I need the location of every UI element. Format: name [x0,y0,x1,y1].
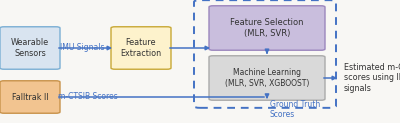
Text: Wearable
Sensors: Wearable Sensors [11,38,49,58]
Text: Falltrak II: Falltrak II [12,92,48,101]
Text: Ground Truth
Scores: Ground Truth Scores [270,100,320,119]
FancyBboxPatch shape [0,27,60,69]
Text: IMU Signals: IMU Signals [60,43,104,52]
FancyBboxPatch shape [209,6,325,50]
FancyBboxPatch shape [209,56,325,100]
Text: m-CTSIB Scores: m-CTSIB Scores [58,92,118,101]
Text: Estimated m-CTSIB
scores using IMU
signals: Estimated m-CTSIB scores using IMU signa… [344,63,400,93]
Text: Feature
Extraction: Feature Extraction [120,38,162,58]
FancyBboxPatch shape [0,81,60,113]
FancyBboxPatch shape [111,27,171,69]
Text: Feature Selection
(MLR, SVR): Feature Selection (MLR, SVR) [230,18,304,38]
Text: Machine Learning
(MLR, SVR, XGBOOST): Machine Learning (MLR, SVR, XGBOOST) [225,68,309,88]
